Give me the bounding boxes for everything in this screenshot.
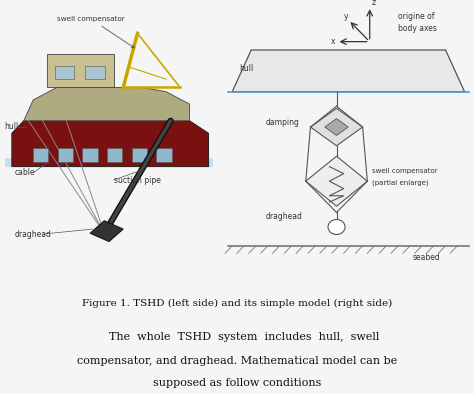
Text: suction pipe: suction pipe <box>114 176 161 185</box>
Bar <box>85 66 105 79</box>
Text: The  whole  TSHD  system  includes  hull,  swell: The whole TSHD system includes hull, swe… <box>95 332 379 342</box>
Polygon shape <box>5 158 213 167</box>
Text: seabed: seabed <box>412 253 440 262</box>
Text: hull: hull <box>5 122 19 131</box>
Text: cable: cable <box>14 168 35 177</box>
Bar <box>107 148 122 162</box>
Text: draghead: draghead <box>265 212 302 221</box>
Bar <box>156 148 172 162</box>
Polygon shape <box>310 108 363 146</box>
Text: x: x <box>331 37 335 46</box>
Polygon shape <box>90 221 123 242</box>
Text: body axes: body axes <box>398 24 437 33</box>
Text: swell compensator: swell compensator <box>57 16 134 48</box>
Text: compensator, and draghead. Mathematical model can be: compensator, and draghead. Mathematical … <box>77 356 397 366</box>
Text: swell compensator: swell compensator <box>372 168 438 174</box>
Polygon shape <box>24 87 190 121</box>
Polygon shape <box>325 119 348 136</box>
Text: origine of: origine of <box>398 12 435 21</box>
Text: spring: spring <box>320 172 344 181</box>
Polygon shape <box>47 54 114 87</box>
Bar <box>132 148 147 162</box>
Bar <box>82 148 98 162</box>
Bar <box>33 148 48 162</box>
Text: y: y <box>344 12 348 21</box>
Text: supposed as follow conditions: supposed as follow conditions <box>153 378 321 388</box>
Polygon shape <box>232 50 465 92</box>
Text: damping: damping <box>265 118 299 127</box>
Bar <box>55 66 74 79</box>
Bar <box>58 148 73 162</box>
Polygon shape <box>12 121 209 167</box>
Text: z: z <box>372 0 376 7</box>
Polygon shape <box>306 156 367 206</box>
Text: hull: hull <box>239 64 254 73</box>
Text: Figure 1. TSHD (left side) and its simple model (right side): Figure 1. TSHD (left side) and its simpl… <box>82 299 392 308</box>
Text: (partial enlarge): (partial enlarge) <box>372 179 428 186</box>
Circle shape <box>328 219 345 234</box>
Text: draghead: draghead <box>14 230 51 240</box>
